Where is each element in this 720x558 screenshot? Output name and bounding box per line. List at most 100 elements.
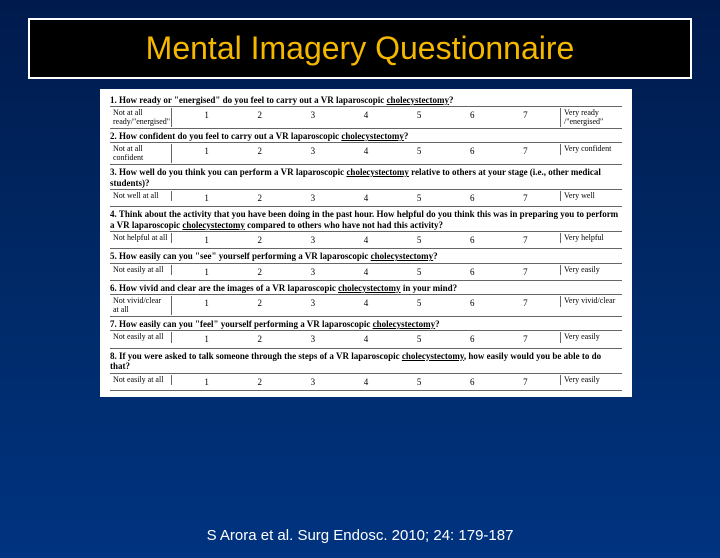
scale-anchor-high: Very easily (560, 375, 622, 385)
scale-numbers: 1234567 (172, 265, 560, 279)
scale-number: 6 (470, 146, 475, 156)
scale-number: 1 (204, 267, 209, 277)
scale-row: Not easily at all1234567Very easily (110, 263, 622, 281)
question-block: 4. Think about the activity that you hav… (110, 209, 622, 249)
scale-number: 3 (311, 110, 316, 120)
scale-anchor-low: Not well at all (110, 191, 172, 201)
scale-number: 7 (523, 193, 528, 203)
scale-number: 2 (257, 235, 262, 245)
scale-number: 6 (470, 110, 475, 120)
scale-number: 6 (470, 377, 475, 387)
scale-number: 4 (364, 146, 369, 156)
scale-number: 6 (470, 193, 475, 203)
scale-anchor-low: Not vivid/clear at all (110, 296, 172, 315)
scale-row: Not vivid/clear at all1234567Very vivid/… (110, 294, 622, 317)
scale-number: 2 (257, 298, 262, 308)
scale-numbers: 1234567 (172, 191, 560, 205)
scale-number: 5 (417, 235, 422, 245)
scale-number: 7 (523, 146, 528, 156)
slide-title: Mental Imagery Questionnaire (46, 30, 674, 67)
scale-anchor-high: Very vivid/clear (560, 296, 622, 306)
scale-row: Not easily at all 1 2 3 4 5 6 7 Very easily (110, 330, 622, 348)
scale-number: 1 (204, 334, 209, 344)
scale-anchor-low: Not at all ready/"energised" (110, 108, 172, 127)
scale-numbers: 1 2 3 4 5 6 7 (172, 332, 560, 346)
scale-row: Not at all ready/"energised"1234567Very … (110, 106, 622, 129)
scale-number: 1 (204, 110, 209, 120)
scale-number: 3 (311, 146, 316, 156)
scale-number: 7 (523, 377, 528, 387)
question-block: 3. How well do you think you can perform… (110, 167, 622, 207)
scale-anchor-high: Very ready /"energised" (560, 108, 622, 127)
scale-number: 1 (204, 377, 209, 387)
scale-anchor-low: Not easily at all (110, 265, 172, 275)
scale-number: 4 (364, 235, 369, 245)
scale-number: 6 (470, 334, 475, 344)
scale-row: Not easily at all1234567Very easily (110, 373, 622, 391)
scale-number: 7 (523, 110, 528, 120)
scale-numbers: 1234567 (172, 375, 560, 389)
scale-number: 2 (257, 193, 262, 203)
scale-number: 3 (311, 298, 316, 308)
scale-number: 5 (417, 377, 422, 387)
questionnaire-panel: 1. How ready or "energised" do you feel … (100, 89, 632, 397)
scale-anchor-high: Very easily (560, 332, 622, 342)
question-block: 6. How vivid and clear are the images of… (110, 283, 622, 317)
citation-text: S Arora et al. Surg Endosc. 2010; 24: 17… (0, 527, 720, 544)
scale-number: 1 (204, 193, 209, 203)
title-box: Mental Imagery Questionnaire (28, 18, 692, 79)
scale-anchor-low: Not at all confident (110, 144, 172, 163)
scale-number: 4 (364, 298, 369, 308)
scale-anchor-low: Not easily at all (110, 375, 172, 385)
question-text: 1. How ready or "energised" do you feel … (110, 95, 622, 105)
scale-number: 3 (311, 267, 316, 277)
scale-anchor-high: Very helpful (560, 233, 622, 243)
question-block: 5. How easily can you "see" yourself per… (110, 251, 622, 281)
question-text: 7. How easily can you "feel" yourself pe… (110, 319, 622, 329)
scale-number: 6 (470, 235, 475, 245)
scale-number: 4 (364, 193, 369, 203)
scale-number: 7 (523, 334, 528, 344)
question-block: 8. If you were asked to talk someone thr… (110, 351, 622, 391)
question-text: 2. How confident do you feel to carry ou… (110, 131, 622, 141)
scale-number: 3 (311, 377, 316, 387)
scale-numbers: 1234567 (172, 296, 560, 310)
scale-number: 2 (257, 146, 262, 156)
scale-number: 1 (204, 146, 209, 156)
scale-number: 4 (364, 267, 369, 277)
question-block: 7. How easily can you "feel" yourself pe… (110, 319, 622, 349)
scale-numbers: 1 2 3 4 5 6 7 (172, 144, 560, 158)
scale-number: 7 (523, 235, 528, 245)
scale-number: 7 (523, 298, 528, 308)
scale-number: 5 (417, 334, 422, 344)
scale-anchor-low: Not helpful at all (110, 233, 172, 243)
scale-numbers: 1234567 (172, 233, 560, 247)
scale-row: Not well at all1234567Very well (110, 189, 622, 207)
scale-number: 7 (523, 267, 528, 277)
scale-number: 3 (311, 193, 316, 203)
scale-number: 5 (417, 146, 422, 156)
question-text: 4. Think about the activity that you hav… (110, 209, 622, 230)
question-text: 5. How easily can you "see" yourself per… (110, 251, 622, 261)
scale-anchor-high: Very well (560, 191, 622, 201)
scale-numbers: 1234567 (172, 108, 560, 122)
question-text: 3. How well do you think you can perform… (110, 167, 622, 188)
scale-row: Not helpful at all1234567Very helpful (110, 231, 622, 249)
scale-anchor-low: Not easily at all (110, 332, 172, 342)
scale-number: 3 (311, 235, 316, 245)
question-text: 6. How vivid and clear are the images of… (110, 283, 622, 293)
scale-number: 5 (417, 267, 422, 277)
scale-number: 4 (364, 334, 369, 344)
scale-number: 1 (204, 298, 209, 308)
question-block: 1. How ready or "energised" do you feel … (110, 95, 622, 129)
scale-number: 2 (257, 267, 262, 277)
scale-number: 3 (311, 334, 316, 344)
scale-row: Not at all confident1234567Very confiden… (110, 142, 622, 165)
scale-number: 6 (470, 298, 475, 308)
scale-number: 2 (257, 110, 262, 120)
scale-number: 2 (257, 334, 262, 344)
scale-number: 2 (257, 377, 262, 387)
question-text: 8. If you were asked to talk someone thr… (110, 351, 622, 372)
question-block: 2. How confident do you feel to carry ou… (110, 131, 622, 165)
scale-anchor-high: Very easily (560, 265, 622, 275)
